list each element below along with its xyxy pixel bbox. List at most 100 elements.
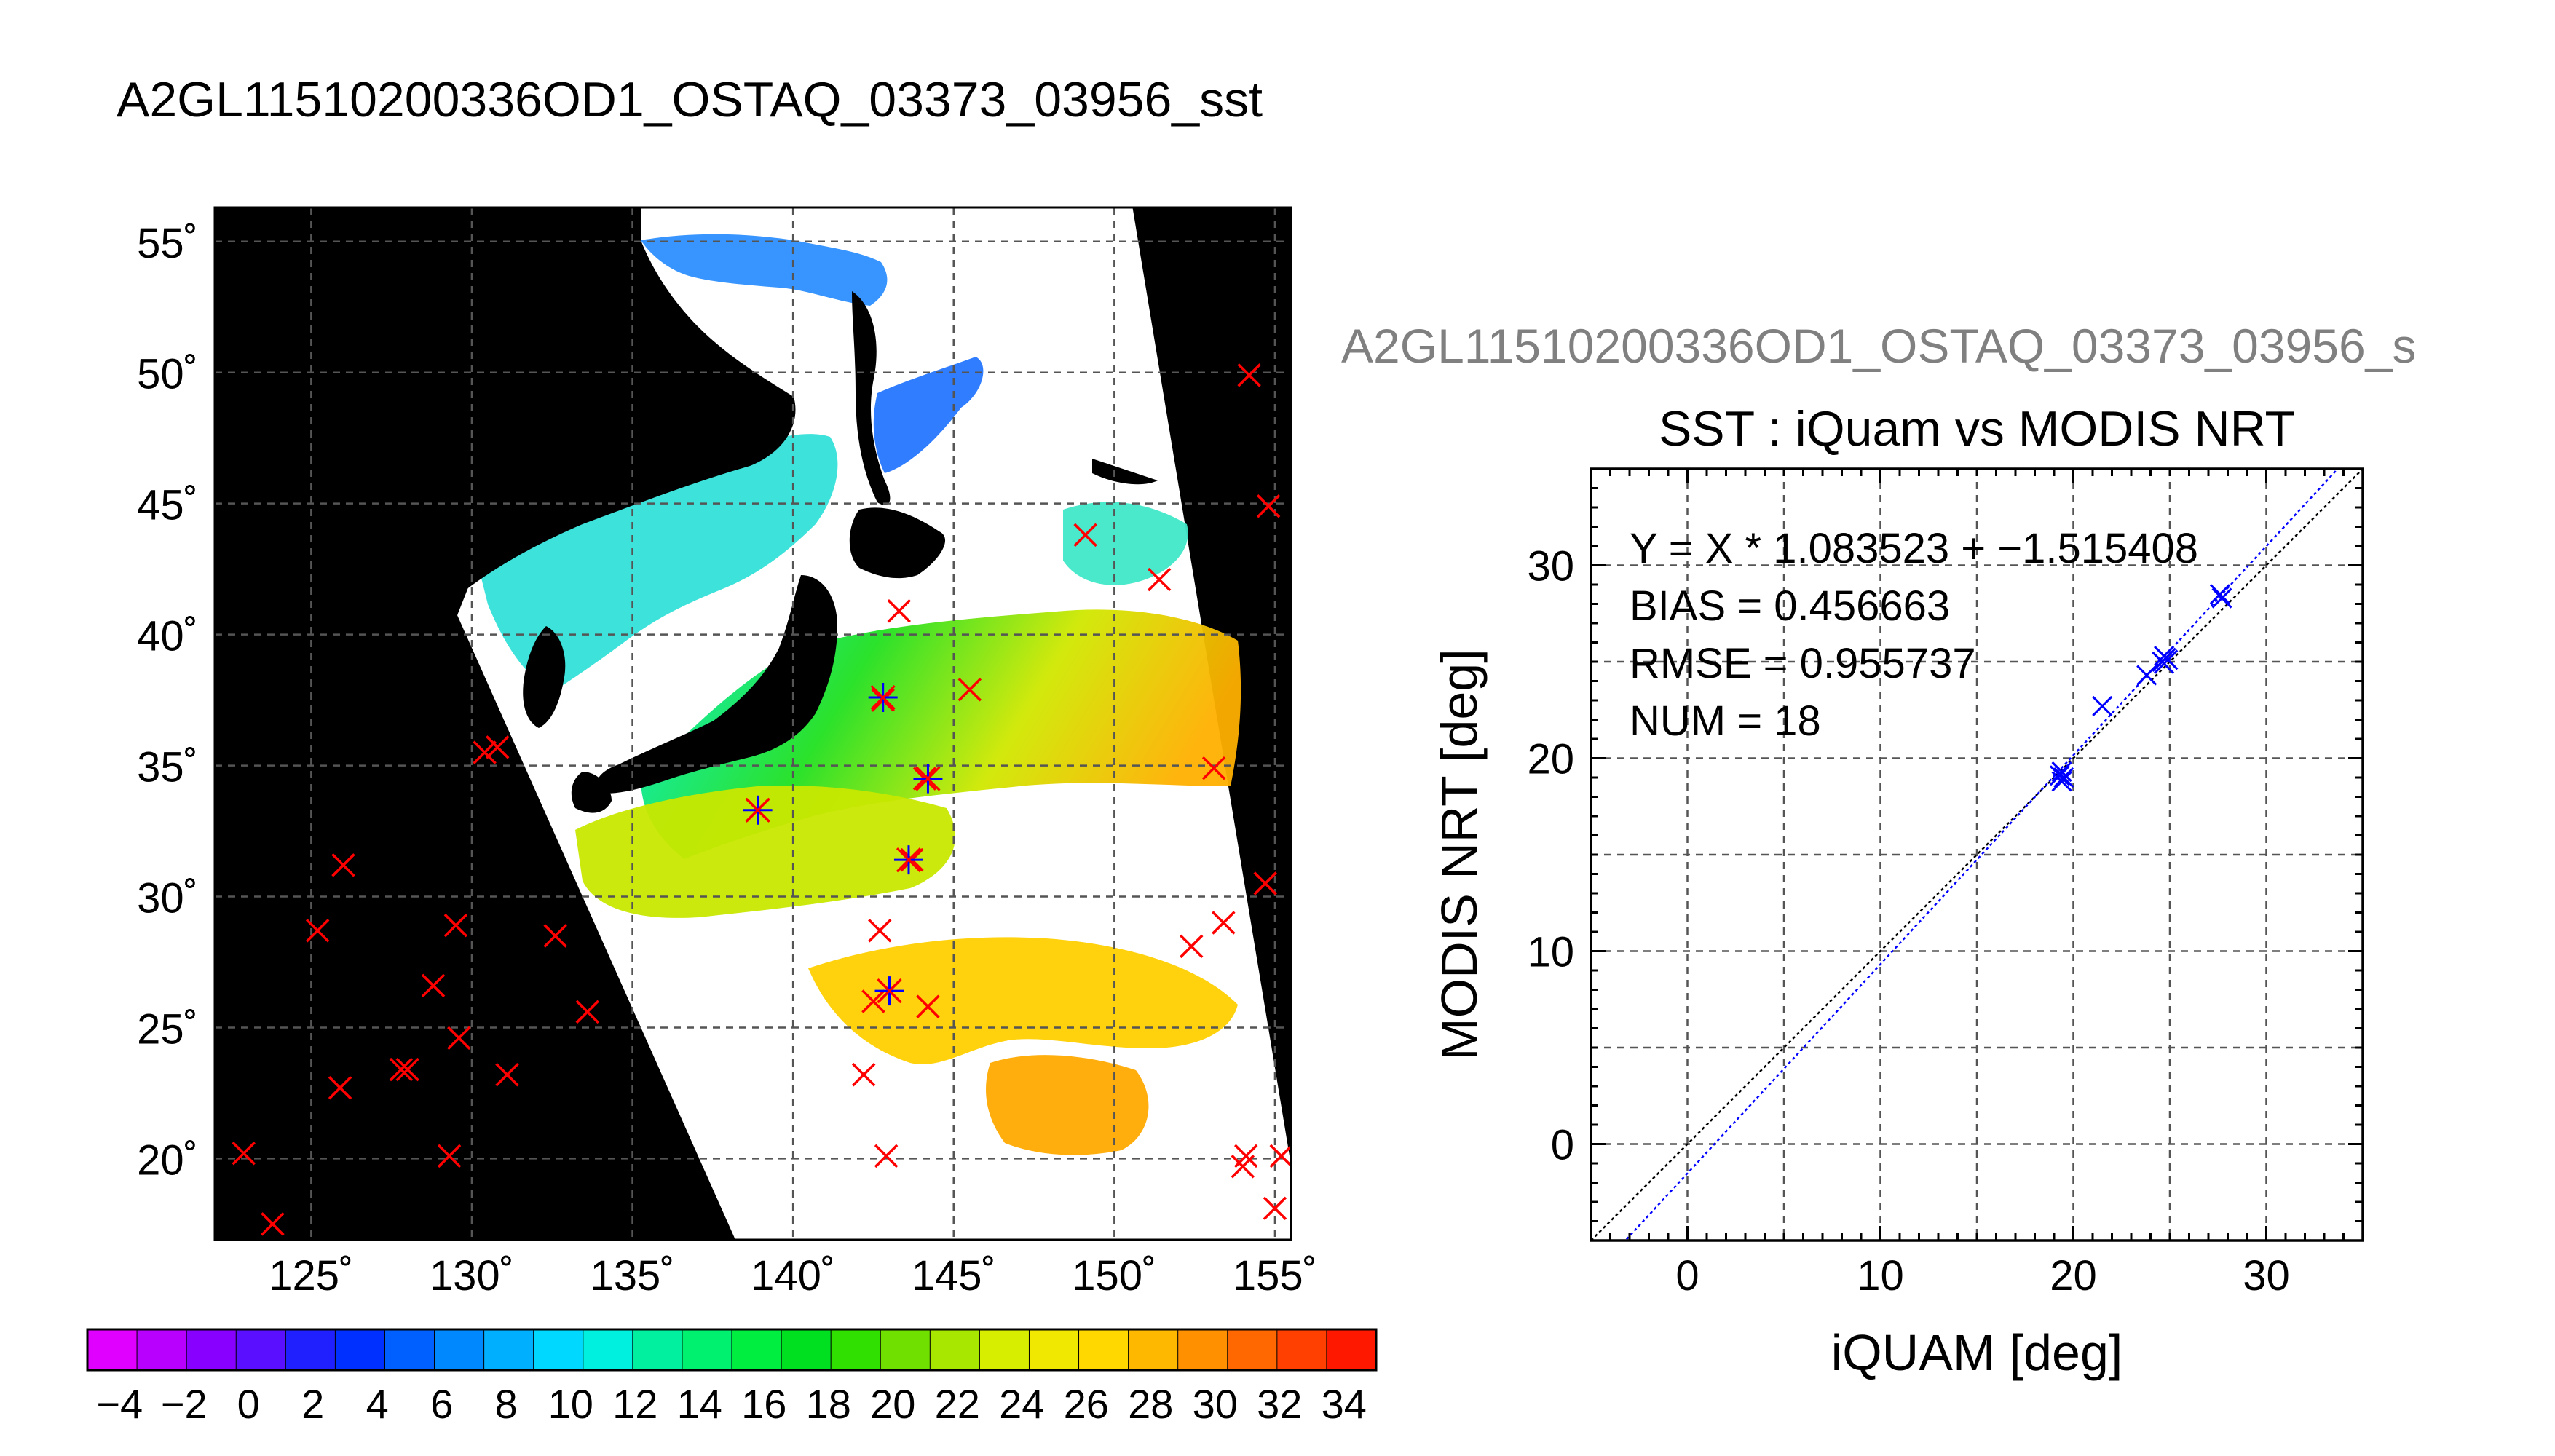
colorbar-tick-label: 4 xyxy=(366,1381,389,1427)
colorbar-tick-label: 20 xyxy=(870,1381,915,1427)
sst-colorbar: −4 −2 0 2 4 6 8 10 12 14 16 18 20 22 24 26 28 30 32 34 xyxy=(86,1328,1378,1427)
scatter-point xyxy=(2053,767,2074,788)
map-lon-tick-label: 140˚ xyxy=(751,1252,835,1299)
map-lat-tick-label: 45˚ xyxy=(137,482,198,529)
scatter-y-tick-label: 30 xyxy=(1527,543,1574,590)
colorbar-tick-label: 6 xyxy=(430,1381,453,1427)
scatter-y-axis-label: MODIS NRT [deg] xyxy=(1431,649,1488,1060)
colorbar-cell xyxy=(533,1329,584,1371)
sst-region-south xyxy=(808,937,1238,1065)
colorbar-cell xyxy=(285,1329,336,1371)
colorbar-tick-label: 2 xyxy=(301,1381,324,1427)
matchup-markers-red xyxy=(232,363,1291,1236)
colorbar-cell xyxy=(979,1329,1030,1371)
land-kyushu-shikoku xyxy=(571,772,612,813)
colorbar-cell xyxy=(1078,1329,1129,1371)
matchup-marker-red xyxy=(1201,756,1226,780)
scatter-x-tick-label: 10 xyxy=(1857,1252,1904,1299)
page-title: A2GL11510200336OD1_OSTAQ_03373_03956_sst xyxy=(117,72,1263,127)
matchup-marker-red xyxy=(486,735,510,759)
map-lat-tick-label: 25˚ xyxy=(137,1005,198,1053)
scatter-points xyxy=(2049,584,2232,792)
scatter-title: SST : iQuam vs MODIS NRT xyxy=(1659,401,2295,456)
map-gridlines xyxy=(215,207,1291,1240)
map-longitude-labels: 125˚ 130˚ 135˚ 140˚ 145˚ 150˚ 155˚ xyxy=(269,1252,1317,1299)
map-lat-tick-label: 20˚ xyxy=(137,1136,198,1184)
map-latitude-labels: 55˚ 50˚ 45˚ 40˚ 35˚ 30˚ 25˚ 20˚ xyxy=(137,220,198,1184)
colorbar-tick-label: 8 xyxy=(495,1381,518,1427)
land-honshu xyxy=(596,575,837,794)
colorbar-frame xyxy=(86,1328,1378,1372)
scatter-y-tick-labels: 0 10 20 30 xyxy=(1527,543,1574,1169)
scatter-tick-marks xyxy=(1590,467,2364,1242)
identity-line xyxy=(1591,469,2363,1241)
map-lat-tick-label: 40˚ xyxy=(137,613,198,660)
colorbar-cell xyxy=(186,1329,237,1371)
colorbar-cell xyxy=(334,1329,386,1371)
matchup-marker-red xyxy=(575,1000,600,1024)
colorbar-cell xyxy=(434,1329,485,1371)
matchup-marker-red xyxy=(1237,363,1261,387)
matchup-marker-red xyxy=(331,853,355,877)
scatter-x-tick-label: 30 xyxy=(2243,1252,2290,1299)
matchup-marker-blue xyxy=(868,683,898,713)
matchup-marker-red xyxy=(543,924,567,948)
colorbar-tick-label: 28 xyxy=(1128,1381,1173,1427)
map-lon-tick-label: 135˚ xyxy=(591,1252,675,1299)
matchup-marker-red xyxy=(1233,1144,1258,1168)
matchup-marker-red xyxy=(861,989,885,1013)
scatter-y-tick-label: 0 xyxy=(1551,1122,1574,1169)
matchup-marker-red xyxy=(437,1144,462,1168)
colorbar-tick-label: 0 xyxy=(237,1381,260,1427)
map-lat-tick-label: 35˚ xyxy=(137,744,198,791)
map-lon-tick-label: 125˚ xyxy=(269,1252,353,1299)
colorbar-tick-label: 22 xyxy=(935,1381,980,1427)
matchup-marker-red xyxy=(916,994,940,1018)
fit-statistic-line: NUM = 18 xyxy=(1630,697,1821,745)
sst-region-sakhalin xyxy=(641,234,888,306)
colorbar-cell xyxy=(929,1329,981,1371)
colorbar-tick-label: 12 xyxy=(612,1381,657,1427)
sst-color-field xyxy=(477,234,1241,1155)
colorbar-tick-label: 14 xyxy=(677,1381,722,1427)
colorbar-cell xyxy=(880,1329,931,1371)
matchup-marker-blue xyxy=(893,845,923,875)
colorbar-cell xyxy=(830,1329,882,1371)
colorbar-tick-label: 10 xyxy=(548,1381,593,1427)
matchup-marker-red xyxy=(1269,1144,1291,1168)
colorbar-cell xyxy=(87,1329,138,1371)
scatter-gridlines xyxy=(1591,469,2363,1241)
scatter-point xyxy=(2153,653,2175,674)
scatter-x-tick-label: 20 xyxy=(2050,1252,2097,1299)
colorbar-tick-label: 24 xyxy=(999,1381,1044,1427)
matchup-marker-red xyxy=(389,1057,414,1082)
matchup-marker-red xyxy=(1256,494,1281,518)
matchup-markers-blue xyxy=(743,683,943,1006)
land-sakhalin xyxy=(852,291,891,505)
colorbar-cell xyxy=(1177,1329,1228,1371)
matchup-marker-red xyxy=(851,1063,876,1087)
matchup-marker-red xyxy=(443,913,468,938)
matchup-marker-red xyxy=(395,1057,419,1082)
matchup-marker-blue xyxy=(743,795,773,825)
matchup-marker-red xyxy=(1073,523,1097,547)
sst-region-southmost xyxy=(986,1055,1149,1155)
scatter-point xyxy=(2136,665,2157,686)
map-lat-tick-label: 30˚ xyxy=(137,875,198,922)
colorbar-cell xyxy=(1128,1329,1179,1371)
colorbar-cell xyxy=(682,1329,733,1371)
colorbar-cell xyxy=(483,1329,534,1371)
matchup-marker-red xyxy=(957,677,982,702)
scatter-x-axis-label: iQUAM [deg] xyxy=(1831,1324,2123,1381)
map-lon-tick-label: 145˚ xyxy=(912,1252,996,1299)
matchup-marker-red xyxy=(495,1063,519,1087)
scatter-x-tick-label: 0 xyxy=(1675,1252,1699,1299)
scatter-subtitle: A2GL11510200336OD1_OSTAQ_03373_03956_s xyxy=(1341,319,2416,373)
sst-region-subtropical xyxy=(575,786,955,918)
land-hokkaido xyxy=(849,507,946,579)
sst-region-japan-sea xyxy=(477,434,838,692)
scatter-point xyxy=(2211,587,2232,609)
colorbar-cell xyxy=(1028,1329,1080,1371)
land-mask xyxy=(215,207,1158,813)
colorbar-cell xyxy=(235,1329,287,1371)
